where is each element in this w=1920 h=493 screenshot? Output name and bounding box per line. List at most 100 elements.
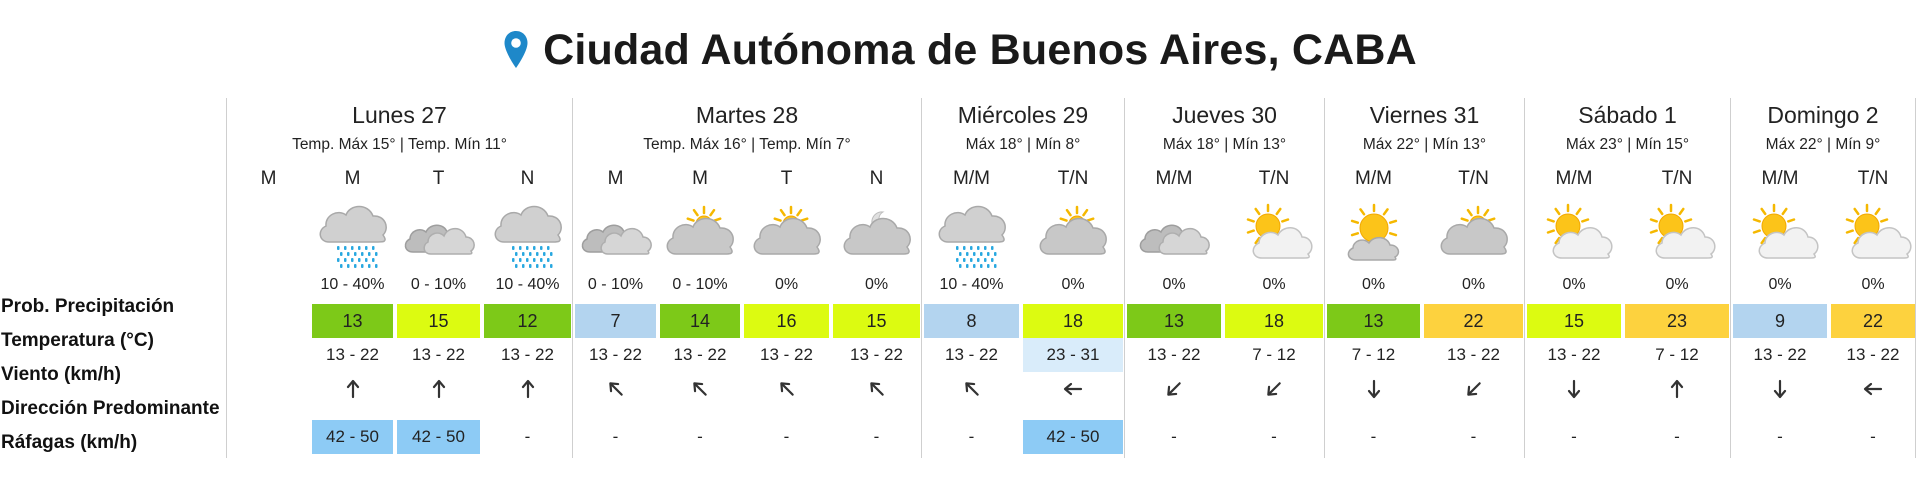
- partly-cloudy-sun-icon: [1434, 196, 1514, 271]
- day-column: Viernes 31 Máx 22° | Mín 13° M/M 0% 13 7 - 12…: [1324, 98, 1524, 458]
- gust-cell: -: [612, 427, 619, 446]
- period-column: T/N 0% 18 23 - 31 42 - 50: [1021, 98, 1125, 458]
- precipitation-value: 10 - 40%: [495, 276, 560, 293]
- partly-cloudy-sun-icon: [660, 196, 740, 271]
- period-label: M/M: [1761, 168, 1799, 189]
- label-precipitation: Prob. Precipitación: [1, 296, 175, 317]
- label-temperature: Temperatura (°C): [1, 330, 154, 351]
- period-label: N: [869, 168, 884, 189]
- cloudy-night-icon: [837, 196, 917, 271]
- gust-cell: -: [697, 427, 703, 446]
- precipitation-value: 0%: [1665, 276, 1689, 293]
- day-column: Miércoles 29 Máx 18° | Mín 8° M/M 10 - 40% 8…: [921, 98, 1124, 458]
- period-column: N 0% 15 13 - 22 -: [831, 98, 922, 458]
- rain-cloud-icon: [488, 196, 568, 271]
- precipitation-value: 0 - 10%: [672, 276, 728, 293]
- precipitation-value: 10 - 40%: [320, 276, 385, 293]
- wind-cell: 13 - 22: [326, 345, 379, 364]
- period-column: M 10 - 40% 13 13 - 22 42 - 50: [310, 98, 395, 458]
- gust-cell: 42 - 50: [397, 420, 480, 454]
- precipitation-value: 0%: [1361, 276, 1386, 293]
- wind-direction: [429, 374, 449, 404]
- wind-direction: [518, 374, 538, 404]
- arrow-up-icon: [346, 379, 359, 399]
- period-label: M/M: [1555, 168, 1593, 189]
- temperature-cell: 16: [744, 304, 829, 338]
- temperature-cell: 9: [1733, 304, 1827, 338]
- cloudy-icon: [1134, 196, 1214, 271]
- day-temp-range: Temp. Máx 15° | Temp. Mín 11°: [292, 136, 507, 153]
- wind-cell: 13 - 22: [1447, 345, 1500, 364]
- period-column: T/N 0% 22 13 - 22 -: [1829, 98, 1917, 458]
- sun-cloud-icon: [1334, 196, 1414, 271]
- day-name: Lunes 27: [352, 102, 447, 128]
- wind-direction: [867, 374, 887, 404]
- wind-direction: [1667, 374, 1687, 404]
- wind-direction: [1863, 374, 1883, 404]
- day-name: Jueves 30: [1172, 102, 1277, 128]
- temperature-cell: 13: [1327, 304, 1420, 338]
- period-label: M: [692, 168, 708, 189]
- day-name: Sábado 1: [1578, 102, 1677, 128]
- period-column: M 0 - 10% 7 13 - 22 -: [573, 98, 658, 458]
- wind-direction: [1063, 374, 1083, 404]
- period-column: M: [227, 98, 310, 458]
- temperature-cell: 13: [312, 304, 393, 338]
- sun-behind-cloud-icon: [1534, 196, 1614, 271]
- temperature-cell: 18: [1023, 304, 1123, 338]
- label-direction: Dirección Predominante: [1, 398, 220, 419]
- gust-cell: -: [1674, 427, 1680, 446]
- rain-cloud-icon: [313, 196, 393, 271]
- gust-cell: -: [524, 427, 531, 446]
- period-label: M/M: [1155, 168, 1193, 189]
- gust-cell: [229, 420, 308, 454]
- wind-direction: [1164, 374, 1184, 404]
- period-column: T 0 - 10% 15 13 - 22 42 - 50: [395, 98, 482, 458]
- arrow-down-left-icon: [1466, 382, 1481, 396]
- precipitation-value: 0%: [1861, 276, 1885, 293]
- arrow-down-left-icon: [1167, 382, 1181, 396]
- wind-direction: [1564, 374, 1584, 404]
- precipitation-value: 0 - 10%: [410, 276, 467, 293]
- day-column: Lunes 27 Temp. Máx 15° | Temp. Mín 11° M M 1…: [226, 98, 572, 458]
- arrow-left-icon: [1863, 382, 1883, 396]
- gust-cell: -: [783, 427, 790, 446]
- period-label: T/N: [1057, 168, 1089, 189]
- gust-cell: 42 - 50: [1023, 420, 1123, 454]
- temperature-cell: 15: [1527, 304, 1621, 338]
- temperature-cell: 15: [397, 304, 480, 338]
- arrow-up-left-icon: [779, 382, 794, 396]
- gust-cell: -: [1470, 427, 1477, 446]
- arrow-down-left-icon: [1267, 382, 1281, 396]
- gust-cell: -: [1171, 427, 1177, 446]
- day-name: Martes 28: [695, 102, 799, 128]
- wind-cell: 13 - 22: [1147, 345, 1201, 364]
- arrow-down-icon: [1367, 379, 1380, 399]
- wind-direction: [1464, 374, 1484, 404]
- temperature-cell: 12: [484, 304, 571, 338]
- arrow-up-icon: [1670, 379, 1684, 399]
- wind-direction: [1264, 374, 1284, 404]
- period-label: T/N: [1661, 168, 1693, 189]
- temperature-cell: 14: [660, 304, 740, 338]
- cloudy-icon: [576, 196, 656, 271]
- wind-cell: 13 - 22: [850, 345, 903, 364]
- gust-cell: -: [1271, 427, 1277, 446]
- row-labels: Prob. Precipitación Temperatura (°C) Vie…: [0, 290, 230, 460]
- wind-direction: [1770, 374, 1790, 404]
- period-column: T/N 0% 22 13 - 22 -: [1422, 98, 1525, 458]
- day-temp-range: Máx 18° | Mín 8°: [965, 136, 1081, 153]
- arrow-up-left-icon: [693, 382, 707, 396]
- precipitation-value: 0%: [1262, 276, 1286, 293]
- precipitation-value: 0 - 10%: [587, 276, 644, 293]
- gust-cell: -: [1777, 427, 1783, 446]
- wind-direction: [343, 374, 363, 404]
- sun-behind-cloud-icon: [1234, 196, 1314, 271]
- wind-direction: [962, 374, 982, 404]
- gust-cell: -: [1571, 427, 1577, 446]
- wind-cell: 13 - 22: [760, 345, 813, 364]
- gust-cell: -: [873, 427, 880, 446]
- temperature-cell: 13: [1127, 304, 1221, 338]
- period-column: M 0 - 10% 14 13 - 22 -: [658, 98, 742, 458]
- rain-cloud-icon: [932, 196, 1012, 271]
